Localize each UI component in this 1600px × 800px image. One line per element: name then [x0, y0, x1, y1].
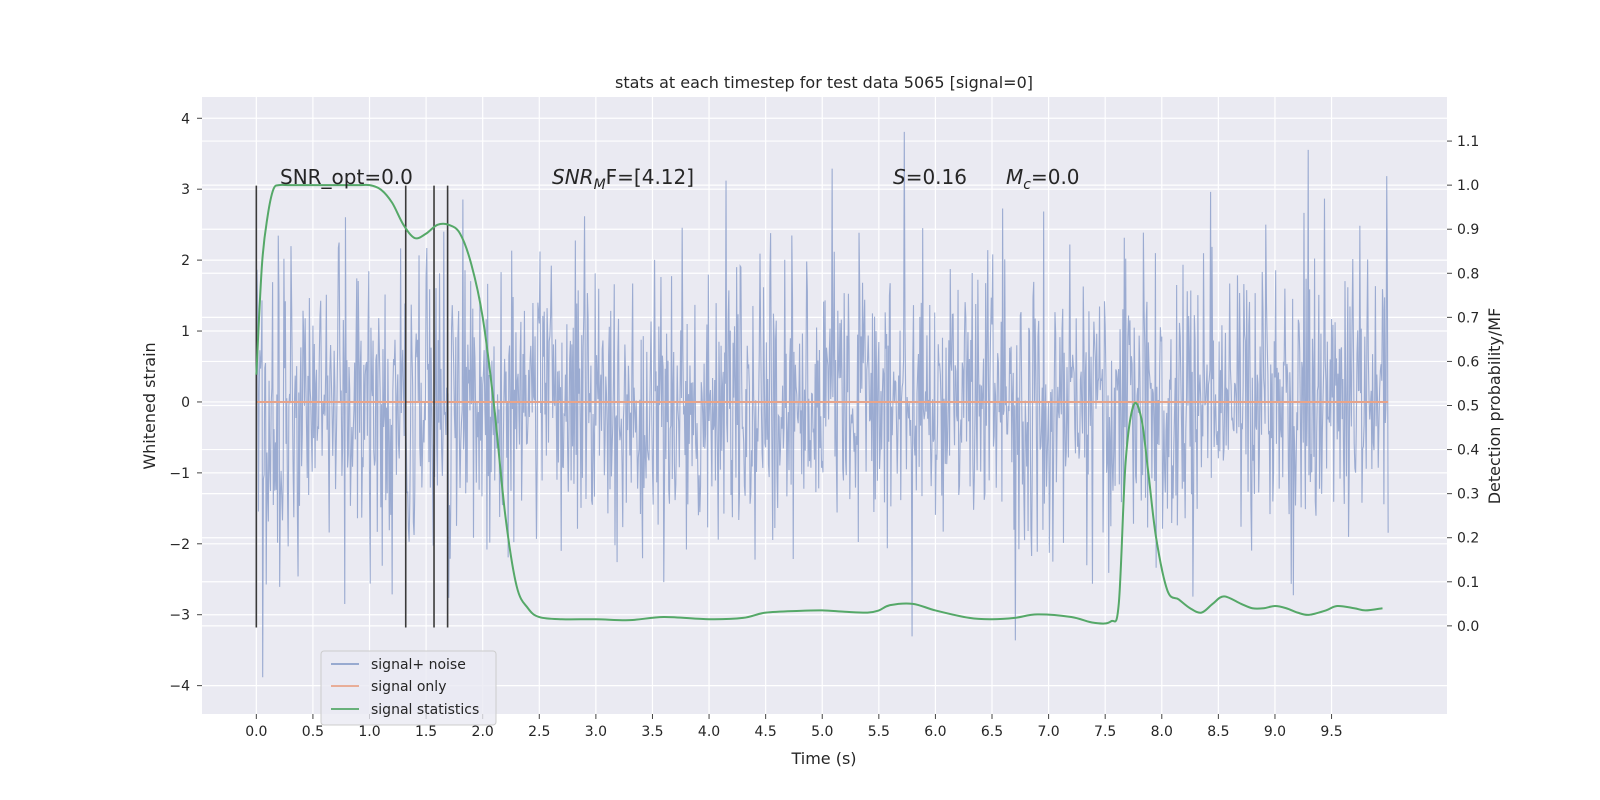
- x-tick-label: 7.5: [1094, 724, 1116, 740]
- signal-plus-noise-series: [255, 131, 1389, 678]
- right-y-tick-label: 0.3: [1457, 487, 1479, 503]
- left-y-tick-label: −3: [169, 608, 190, 624]
- right-y-tick-label: 0.0: [1457, 619, 1479, 635]
- x-tick-label: 2.0: [472, 724, 494, 740]
- right-y-axis-ticks: 1.1 1.0 0.9 0.8 0.7 0.6 0.5 0.4 0.3 0.2 0.1 0.0: [1447, 134, 1479, 635]
- x-tick-label: 2.5: [528, 724, 550, 740]
- x-tick-label: 5.5: [868, 724, 890, 740]
- x-tick-label: 9.5: [1320, 724, 1342, 740]
- x-tick-label: 4.5: [755, 724, 777, 740]
- x-tick-label: 8.0: [1151, 724, 1173, 740]
- x-tick-label: 7.0: [1037, 724, 1059, 740]
- annotation-snr-opt: SNR_opt=0.0: [280, 165, 413, 189]
- right-y-tick-label: 0.2: [1457, 531, 1479, 547]
- x-tick-label: 6.5: [981, 724, 1003, 740]
- right-y-tick-label: 0.4: [1457, 443, 1479, 459]
- left-y-tick-label: −2: [169, 537, 190, 553]
- annotation-mc: Mc=0.0: [1006, 165, 1080, 193]
- legend-frame: [320, 650, 497, 726]
- legend-label-signal-statistics: signal statistics: [371, 702, 479, 718]
- signal-statistics-series: [255, 183, 1383, 625]
- legend: signal+ noise signal only signal statist…: [320, 650, 497, 726]
- left-y-axis-label: Whitened strain: [140, 342, 159, 469]
- right-y-tick-label: 0.6: [1457, 354, 1479, 370]
- left-y-tick-label: 2: [181, 253, 190, 269]
- right-y-tick-label: 0.1: [1457, 575, 1479, 591]
- right-y-tick-label: 0.9: [1457, 222, 1479, 238]
- x-tick-label: 1.5: [415, 724, 437, 740]
- legend-label-signal-only: signal only: [371, 679, 446, 695]
- x-tick-label: 9.0: [1264, 724, 1286, 740]
- chart-title: stats at each timestep for test data 506…: [615, 73, 1033, 92]
- x-tick-label: 6.0: [924, 724, 946, 740]
- annotation-s: S=0.16: [893, 165, 967, 189]
- left-y-tick-label: −1: [169, 466, 190, 482]
- right-y-tick-label: 0.7: [1457, 310, 1479, 326]
- x-axis-ticks: 0.0 0.5 1.0 1.5 2.0 2.5 3.0 3.5 4.0 4.5 5.0 5.5 6.0 6…: [245, 714, 1343, 740]
- x-tick-label: 5.0: [811, 724, 833, 740]
- left-y-tick-label: −4: [169, 679, 190, 695]
- right-y-tick-label: 1.1: [1457, 134, 1479, 150]
- x-tick-label: 0.5: [302, 724, 324, 740]
- x-tick-label: 4.0: [698, 724, 720, 740]
- left-y-tick-label: 3: [181, 182, 190, 198]
- left-y-tick-label: 0: [181, 395, 190, 411]
- right-y-tick-label: 0.5: [1457, 399, 1479, 415]
- signal-plus-noise-line: [255, 131, 1389, 678]
- left-y-tick-label: 4: [181, 111, 190, 127]
- annotation-snr-mf: SNRMF=[4.12]: [552, 165, 694, 193]
- x-tick-label: 3.0: [585, 724, 607, 740]
- right-y-axis-label: Detection probability/MF: [1485, 308, 1504, 505]
- x-tick-label: 0.0: [245, 724, 267, 740]
- x-tick-label: 1.0: [358, 724, 380, 740]
- vertical-markers: [255, 185, 449, 628]
- x-tick-label: 3.5: [641, 724, 663, 740]
- right-y-tick-label: 0.8: [1457, 266, 1479, 282]
- right-y-tick-label: 1.0: [1457, 178, 1479, 194]
- legend-label-signal-noise: signal+ noise: [371, 657, 466, 673]
- x-tick-label: 8.5: [1207, 724, 1229, 740]
- x-axis-label: Time (s): [790, 749, 856, 768]
- left-y-axis-ticks: 4 3 2 1 0 −1 −2 −3 −4: [169, 111, 202, 695]
- left-y-tick-label: 1: [181, 324, 190, 340]
